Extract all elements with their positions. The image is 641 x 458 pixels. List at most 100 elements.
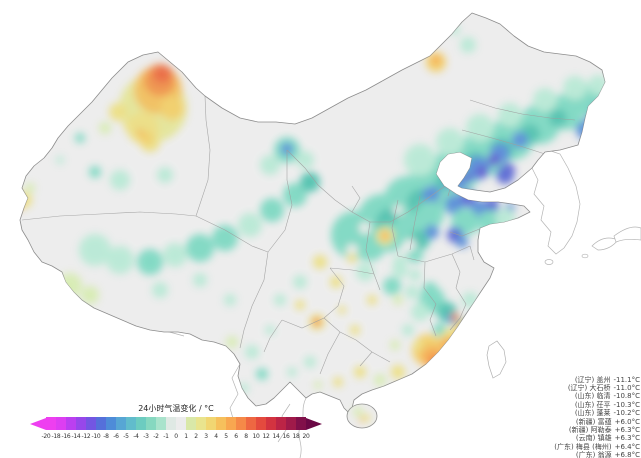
field-blob <box>347 253 357 263</box>
map-shape <box>319 331 391 375</box>
field-blob <box>265 325 275 335</box>
colorbar-tick-label: 12 <box>262 433 270 440</box>
colorbar-segment <box>76 417 86 430</box>
colorbar-arrow-right <box>306 417 322 430</box>
colorbar-tick-label: -5 <box>123 433 129 440</box>
field-blob <box>460 37 476 53</box>
field-blob <box>20 192 32 208</box>
station-row: (山东) 蓬莱 -10.2°C <box>520 409 640 417</box>
field-blob <box>576 121 594 139</box>
field-blob <box>304 356 316 368</box>
station-row: (广东) 翁源 +6.8°C <box>520 451 640 458</box>
station-label: (山东) 临清 <box>574 392 611 401</box>
field-blob <box>313 255 327 269</box>
colorbar-segment <box>216 417 226 430</box>
field-blob <box>25 183 35 193</box>
station-label: (山东) 茌平 <box>574 400 611 409</box>
station-row: (云南) 镇雄 +6.3°C <box>520 434 640 442</box>
field-blob <box>592 102 605 118</box>
field-blob <box>456 236 468 248</box>
field-blob <box>260 155 280 175</box>
colorbar-tick-label: 4 <box>214 433 218 440</box>
field-blob <box>330 276 342 288</box>
station-label: (辽宁) 盖州 <box>574 376 611 384</box>
field-blob <box>533 88 557 112</box>
map-shape <box>461 129 546 155</box>
field-blob <box>434 360 442 368</box>
field-blob <box>109 103 127 121</box>
station-value: +6.3°C <box>614 434 640 443</box>
field-blob <box>75 133 85 143</box>
station-value: -10.2°C <box>613 408 641 417</box>
colorbar <box>30 417 322 430</box>
station-value: +6.0°C <box>614 418 640 426</box>
colorbar-tick-label: -16 <box>61 433 71 440</box>
map-shape <box>469 99 576 121</box>
colorbar-tick-label: 8 <box>244 433 248 440</box>
field-blob <box>350 325 360 335</box>
field-blob <box>137 249 163 275</box>
colorbar-tick-label: 10 <box>252 433 260 440</box>
field-blob <box>79 234 111 266</box>
station-row: (辽宁) 大石桥 -11.0°C <box>520 384 640 392</box>
field-blob <box>124 118 140 134</box>
field-blob <box>404 144 436 176</box>
field-blob <box>436 128 464 156</box>
colorbar-tick-label: -4 <box>133 433 139 440</box>
station-label: (辽宁) 大石桥 <box>567 384 611 393</box>
colorbar-segment <box>66 417 76 430</box>
colorbar-tick-label: -14 <box>71 433 81 440</box>
colorbar-tick-label: -2 <box>153 433 159 440</box>
field-blob <box>413 340 423 350</box>
field-blob <box>346 244 358 256</box>
colorbar-tick-label: -20 <box>41 433 51 440</box>
station-label: (云南) 镇雄 <box>575 434 612 443</box>
myanmar-coastline <box>229 363 241 423</box>
colorbar-tick-label: 16 <box>282 433 290 440</box>
field-blob <box>274 294 286 306</box>
colorbar-arrow-left <box>30 417 46 430</box>
field-blob <box>586 114 598 126</box>
colorbar-segment <box>276 417 286 430</box>
field-blob <box>20 202 22 210</box>
colorbar-tick-label: -18 <box>51 433 61 440</box>
station-row: (山东) 临清 -10.8°C <box>520 392 640 400</box>
colorbar-tick-label: 18 <box>292 433 300 440</box>
colorbar-segment <box>236 417 246 430</box>
field-blob <box>466 114 494 142</box>
colorbar-tick-label: -8 <box>103 433 109 440</box>
jeju-island <box>544 259 554 265</box>
colorbar-tick-label: 1 <box>184 433 188 440</box>
field-blob <box>356 263 374 281</box>
map-shape <box>21 211 197 221</box>
map-shape <box>391 195 421 257</box>
cooling-extremes-list: (辽宁) 盖州 -11.1°C (辽宁) 大石桥 -11.0°C (山东) 临清… <box>520 376 640 417</box>
field-blob <box>440 337 456 353</box>
tsushima-island <box>581 253 589 259</box>
field-blob <box>393 295 403 305</box>
map-shape <box>323 267 375 319</box>
japan-coastline <box>591 237 619 251</box>
field-blob <box>422 186 442 206</box>
station-value: -10.8°C <box>613 392 641 401</box>
station-value: -11.1°C <box>613 376 641 384</box>
field-blob <box>333 377 343 387</box>
field-blob <box>160 96 184 120</box>
map-shape <box>195 215 269 253</box>
field-blob <box>163 243 187 267</box>
station-value: +6.8°C <box>614 450 640 458</box>
field-blob <box>186 234 214 262</box>
field-blob <box>157 167 173 183</box>
field-blob <box>383 277 401 295</box>
field-blob <box>359 418 363 422</box>
field-blob <box>58 273 82 297</box>
field-blob <box>454 322 470 338</box>
field-blob <box>498 103 522 127</box>
field-blob <box>212 225 238 251</box>
field-blob <box>81 286 99 304</box>
field-blob <box>495 208 515 228</box>
colorbar-segment <box>296 417 306 430</box>
colorbar-segment <box>226 417 236 430</box>
field-blob <box>193 273 207 287</box>
